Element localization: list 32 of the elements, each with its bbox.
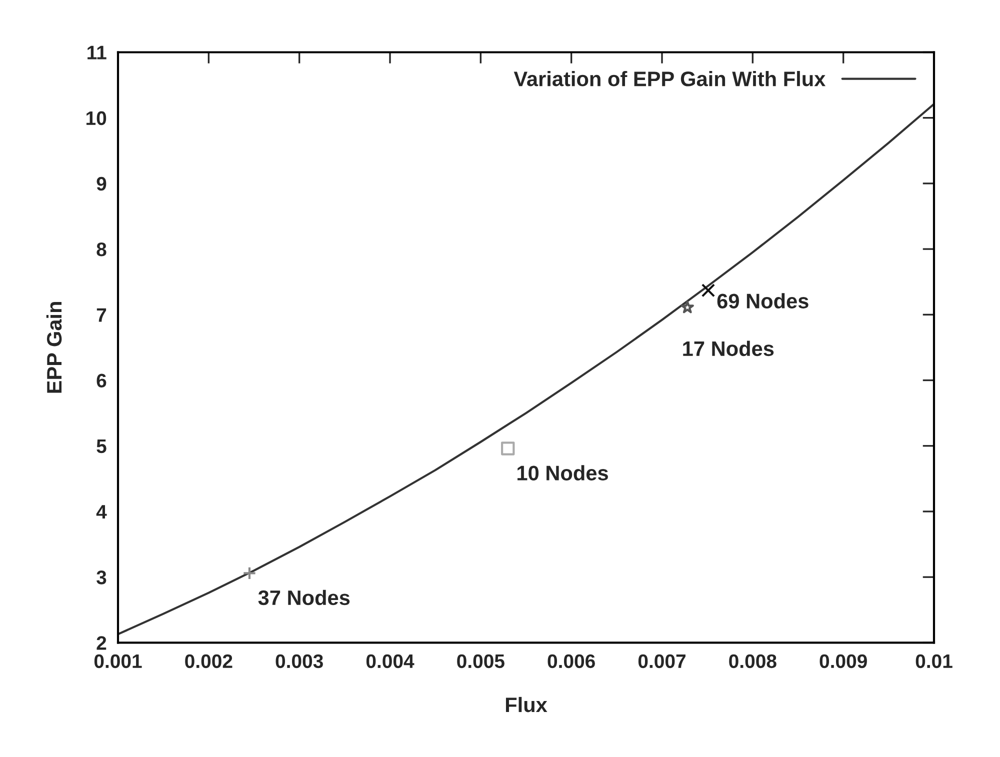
x-tick-label: 0.002	[185, 654, 232, 668]
x-tick-label: 0.006	[548, 654, 595, 668]
y-tick-label: 7	[96, 308, 106, 322]
y-tick-label: 3	[96, 570, 106, 584]
y-tick-label: 6	[96, 374, 106, 388]
x-tick-label: 0.004	[366, 654, 414, 668]
point	[501, 442, 515, 456]
annotation: 17 Nodes	[683, 340, 774, 356]
point	[242, 566, 256, 580]
x-tick-label: 0.005	[457, 654, 504, 668]
x-tick-label: 0.008	[729, 654, 776, 668]
x-tick-label: 0.001	[94, 654, 142, 668]
annotation: 10 Nodes	[518, 465, 608, 480]
x-tick-label: 0.007	[638, 654, 686, 668]
point	[680, 300, 694, 314]
y-tick-label: 5	[96, 440, 106, 454]
line-series	[118, 103, 934, 636]
x-tick-label: 0.01	[916, 654, 952, 668]
x-tick-label: 0.009	[820, 654, 867, 668]
y-tick-label: 9	[96, 176, 106, 191]
x-tick-label: 0.003	[276, 654, 323, 668]
point	[701, 284, 716, 298]
y-tick-label: 10	[86, 111, 106, 126]
y-tick-label: 11	[88, 46, 106, 60]
y-axis-title: EPP Gain	[46, 302, 62, 393]
x-axis-title: Flux	[506, 696, 548, 712]
annotation: 69 Nodes	[717, 293, 808, 308]
legend-label: Variation of EPP Gain With Flux	[514, 70, 826, 86]
y-tick-label: 8	[96, 242, 106, 256]
annotation: 37 Nodes	[258, 590, 350, 606]
y-tick-label: 4	[96, 505, 107, 519]
y-tick-label: 2	[96, 636, 106, 650]
